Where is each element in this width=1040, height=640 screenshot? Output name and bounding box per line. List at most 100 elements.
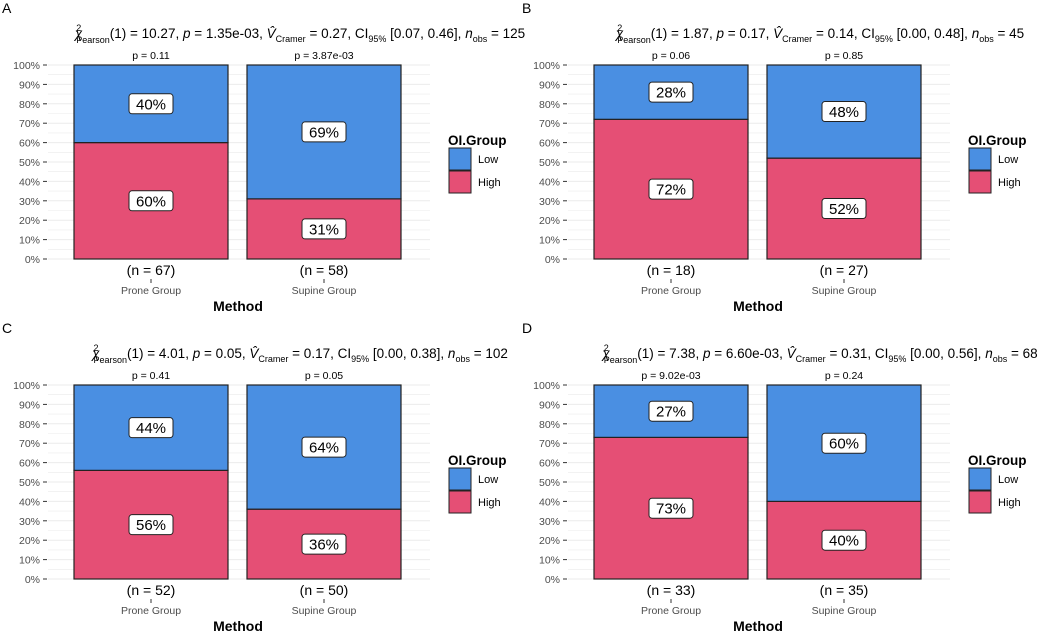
data-label-box (821, 101, 867, 123)
y-tick-label: 90% (19, 399, 40, 411)
y-tick-label: 70% (19, 118, 40, 130)
y-tick-label: 20% (539, 535, 560, 547)
data-label-low: 44% (136, 420, 166, 437)
data-label-low: 64% (309, 440, 339, 457)
legend-label: Low (998, 474, 1018, 486)
panel-letter: A (2, 0, 12, 16)
data-label-low: 60% (829, 436, 859, 453)
n-label: (n = 33) (647, 582, 696, 598)
n-label: (n = 35) (820, 582, 869, 598)
n-label: (n = 50) (300, 582, 349, 598)
data-label-high: 73% (656, 501, 686, 518)
x-tick-label: Supine Group (812, 605, 877, 617)
data-label-box (128, 417, 174, 439)
stat-title: χ2 Pearson(1) = 1.87, p = 0.17, V̂Cramer … (615, 23, 1024, 45)
y-tick-label: 90% (539, 79, 560, 91)
data-label-high: 60% (136, 193, 166, 210)
y-tick-label: 90% (539, 399, 560, 411)
y-tick-label: 100% (533, 60, 560, 72)
x-tick-label: Supine Group (292, 605, 357, 617)
y-tick-label: 80% (19, 419, 40, 431)
data-label-box (301, 533, 347, 555)
y-tick-label: 10% (19, 235, 40, 247)
legend-label: High (998, 177, 1021, 189)
data-label-low: 27% (656, 404, 686, 421)
panel-letter: D (522, 320, 532, 336)
y-tick-label: 70% (539, 118, 560, 130)
y-tick-label: 10% (539, 235, 560, 247)
stat-title: χ2 Pearson(1) = 10.27, p = 1.35e-03, V̂Cr… (74, 23, 525, 45)
panel-letter: C (2, 320, 12, 336)
y-tick-label: 20% (539, 215, 560, 227)
y-tick-label: 50% (19, 157, 40, 169)
data-label-high: 72% (656, 182, 686, 199)
p-label: p = 0.24 (825, 370, 863, 382)
data-label-box (301, 218, 347, 240)
data-label-high: 56% (136, 517, 166, 534)
y-tick-label: 80% (539, 419, 560, 431)
data-label-box (128, 190, 174, 212)
data-label-box (301, 121, 347, 143)
y-tick-label: 0% (545, 574, 560, 586)
data-label-high: 52% (829, 201, 859, 218)
x-tick-label: Supine Group (812, 285, 877, 297)
y-tick-label: 60% (19, 458, 40, 470)
data-label-low: 28% (656, 85, 686, 102)
legend-label: Low (478, 474, 498, 486)
y-tick-label: 100% (13, 380, 40, 392)
legend-key-low (448, 147, 472, 171)
data-label-high: 36% (309, 537, 339, 554)
data-label-box (128, 514, 174, 536)
data-label-low: 69% (309, 124, 339, 141)
y-tick-label: 70% (539, 438, 560, 450)
y-tick-label: 50% (19, 477, 40, 489)
data-label-box (648, 81, 694, 103)
n-label: (n = 52) (127, 582, 176, 598)
x-tick-label: Supine Group (292, 285, 357, 297)
legend-label: High (478, 497, 501, 509)
y-tick-label: 0% (545, 254, 560, 266)
legend-title: OI.Group (448, 133, 507, 148)
y-tick-label: 30% (539, 196, 560, 208)
data-label-high: 40% (829, 533, 859, 550)
data-label-box (648, 497, 694, 519)
p-label: p = 0.06 (652, 50, 690, 62)
panel-D: Dχ2 Pearson(1) = 7.38, p = 6.60e-03, V̂Cr… (522, 320, 1038, 634)
p-label: p = 9.02e-03 (641, 370, 700, 382)
y-tick-label: 60% (19, 138, 40, 150)
legend-key-low (968, 467, 992, 491)
legend-title: OI.Group (968, 133, 1027, 148)
x-axis-title: Method (213, 298, 263, 314)
y-tick-label: 90% (19, 79, 40, 91)
data-label-low: 40% (136, 96, 166, 113)
data-label-box (648, 400, 694, 422)
p-label: p = 0.11 (132, 50, 170, 62)
data-label-low: 48% (829, 104, 859, 121)
legend-key-low (448, 467, 472, 491)
data-label-box (648, 178, 694, 200)
y-tick-label: 30% (539, 516, 560, 528)
data-label-box (128, 93, 174, 115)
y-tick-label: 60% (539, 458, 560, 470)
y-tick-label: 30% (19, 196, 40, 208)
y-tick-label: 20% (19, 535, 40, 547)
stat-title: χ2 Pearson(1) = 7.38, p = 6.60e-03, V̂Cra… (601, 343, 1037, 365)
p-label: p = 0.85 (825, 50, 863, 62)
n-label: (n = 27) (820, 262, 869, 278)
y-tick-label: 80% (19, 99, 40, 111)
x-tick-label: Prone Group (641, 285, 701, 297)
data-label-high: 31% (309, 221, 339, 238)
panel-C: Cχ2 Pearson(1) = 4.01, p = 0.05, V̂Cramer… (2, 320, 508, 634)
y-tick-label: 70% (19, 438, 40, 450)
p-label: p = 0.05 (305, 370, 343, 382)
panel-B: Bχ2 Pearson(1) = 1.87, p = 0.17, V̂Cramer… (522, 0, 1027, 314)
n-label: (n = 18) (647, 262, 696, 278)
legend-key-low (968, 147, 992, 171)
y-tick-label: 0% (25, 574, 40, 586)
n-label: (n = 58) (300, 262, 349, 278)
legend-label: High (478, 177, 501, 189)
y-tick-label: 50% (539, 157, 560, 169)
legend-key-high (448, 170, 472, 194)
y-tick-label: 50% (539, 477, 560, 489)
